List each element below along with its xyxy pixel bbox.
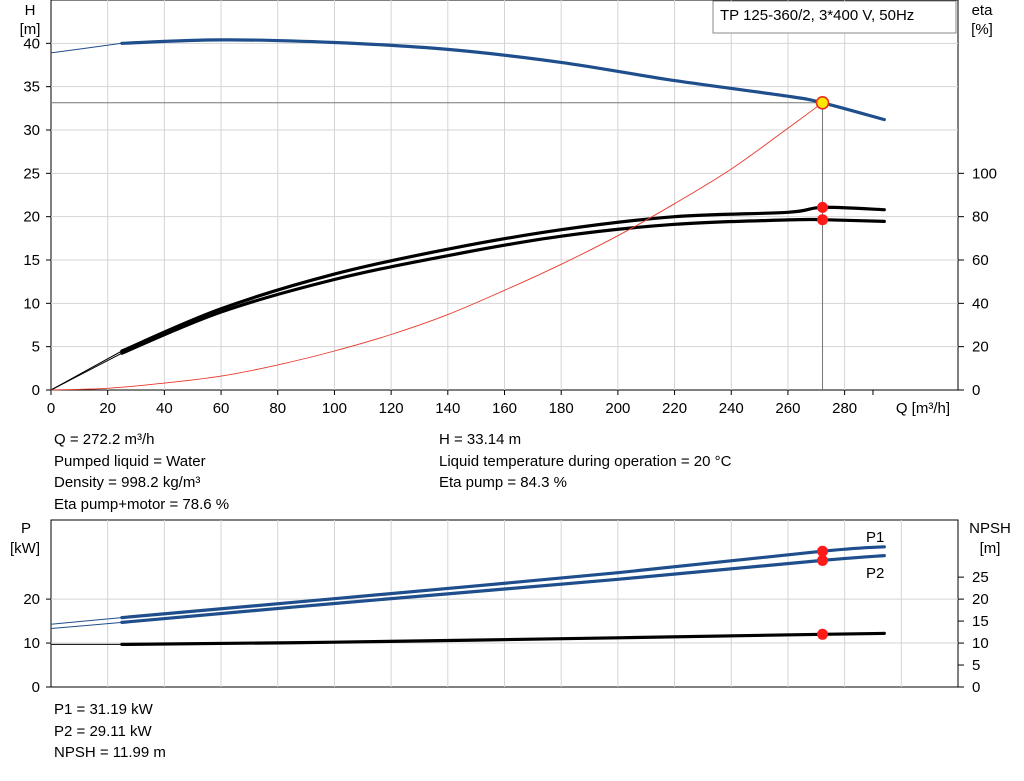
top-y-tick-label: 35 (23, 79, 40, 96)
bottom-y2-tick-label: 5 (972, 657, 980, 674)
bottom-y2-tick-label: 15 (972, 613, 989, 630)
bottom-y2-tick-label: 0 (972, 679, 980, 696)
npsh-marker (817, 628, 829, 640)
p2-marker (817, 554, 829, 566)
bottom-y2-tick-label: 25 (972, 569, 989, 586)
top-y-axis-label: H (25, 2, 36, 19)
top-x-tick-label: 140 (435, 400, 460, 417)
duty-point-marker (815, 95, 830, 110)
info-q: Q = 272.2 m³/h (54, 431, 155, 448)
bottom-y2-tick-label: 20 (972, 591, 989, 608)
info-pumped-liquid: Pumped liquid = Water (54, 452, 206, 470)
bottom-y2-axis-label: NPSH (969, 520, 1011, 537)
top-y2-axis-unit: [%] (971, 21, 993, 38)
top-y-axis-unit: [m] (20, 21, 41, 38)
top-series-2 (120, 217, 886, 355)
bottom-series-1 (120, 554, 886, 624)
info-density: Density = 998.2 kg/m³ (54, 474, 201, 491)
top-x-tick-label: 40 (156, 400, 173, 417)
top-y-tick-label: 40 (23, 35, 40, 52)
info-p1: P1 = 31.19 kW (54, 701, 153, 718)
top-series-0-extrapolated (50, 42, 122, 54)
top-y2-tick-label: 40 (972, 295, 989, 312)
eta-total-marker (817, 214, 829, 226)
top-y2-tick-label: 80 (972, 209, 989, 226)
top-y-tick-label: 25 (23, 165, 40, 182)
chart-title: TP 125-360/2, 3*400 V, 50Hz (720, 7, 914, 24)
eta-pump-marker (817, 201, 829, 213)
top-x-tick-label: 20 (99, 400, 116, 417)
top-x-tick-label: 220 (662, 400, 687, 417)
info-top-left: Q = 272.2 m³/h Pumped liquid = Water Den… (54, 429, 229, 515)
bottom-series-0 (120, 545, 886, 620)
top-y2-tick-label: 60 (972, 252, 989, 269)
top-y2-tick-label: 100 (972, 165, 997, 182)
bottom-y-tick-label: 0 (32, 679, 40, 696)
bottom-series-0-extrapolated (50, 617, 122, 625)
bottom-series-1-extrapolated (50, 621, 122, 629)
top-x-tick-label: 180 (549, 400, 574, 417)
top-series-2-extrapolated (50, 352, 123, 391)
top-y-tick-label: 15 (23, 252, 40, 269)
top-series-3 (50, 102, 823, 391)
p1-marker (817, 545, 829, 557)
top-x-tick-label: 60 (213, 400, 230, 417)
info-top-right: H = 33.14 m Liquid temperature during op… (439, 429, 731, 494)
title-box (712, 0, 957, 34)
top-x-tick-label: 160 (492, 400, 517, 417)
top-y-tick-label: 10 (23, 295, 40, 312)
top-x-tick-label: 240 (719, 400, 744, 417)
bottom-y-axis-label: P (21, 520, 31, 537)
top-x-axis-label: Q [m³/h] (896, 400, 950, 417)
top-y-tick-label: 0 (32, 382, 40, 399)
top-x-tick-label: 120 (379, 400, 404, 417)
top-x-tick-label: 260 (775, 400, 800, 417)
info-bottom: P1 = 31.19 kW P2 = 29.11 kW NPSH = 11.99… (54, 699, 166, 764)
top-series-1 (120, 205, 886, 353)
top-x-tick-label: 200 (605, 400, 630, 417)
bottom-y-axis-unit: [kW] (10, 540, 40, 557)
bottom-y2-axis-unit: [m] (980, 540, 1001, 557)
top-y-tick-label: 30 (23, 122, 40, 139)
bottom-y2-tick-label: 10 (972, 635, 989, 652)
info-h: H = 33.14 m (439, 431, 522, 448)
info-eta-pump: Eta pump = 84.3 % (439, 474, 567, 491)
info-eta-pump-motor: Eta pump+motor = 78.6 % (54, 495, 230, 513)
info-liquid-temperature: Liquid temperature during operation = 20… (439, 452, 732, 470)
top-x-tick-label: 0 (47, 400, 55, 417)
top-x-tick-label: 280 (832, 400, 857, 417)
top-y2-tick-label: 20 (972, 339, 989, 356)
top-y-tick-label: 5 (32, 339, 40, 356)
bottom-y-tick-label: 20 (23, 591, 40, 608)
top-x-tick-label: 100 (322, 400, 347, 417)
info-npsh: NPSH = 11.99 m (54, 744, 166, 761)
series-label-p2: P2 (866, 565, 884, 582)
series-label-p1: P1 (866, 529, 884, 546)
info-p2: P2 = 29.11 kW (54, 722, 152, 740)
top-x-tick-label: 80 (269, 400, 286, 417)
top-y-tick-label: 20 (23, 209, 40, 226)
top-y2-tick-label: 0 (972, 382, 980, 399)
bottom-y-tick-label: 10 (23, 635, 40, 652)
top-series-0 (120, 38, 886, 122)
top-y2-axis-label: eta (972, 2, 994, 19)
